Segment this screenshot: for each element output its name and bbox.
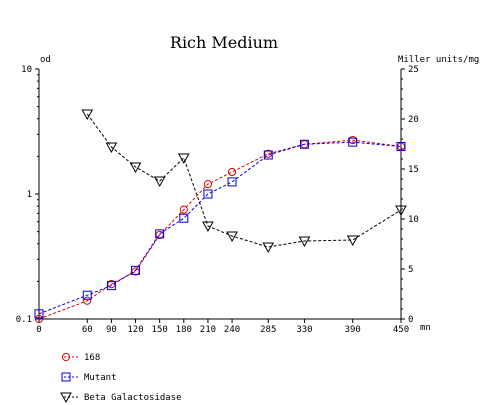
series-mutant: [34, 137, 406, 319]
legend-label: 168: [84, 353, 100, 363]
x-tick-label: 180: [176, 325, 192, 335]
series-line: [38, 141, 402, 315]
series-beta-galactosidase: [81, 109, 407, 254]
x-tick-label: 240: [224, 325, 240, 335]
data-point: [203, 180, 213, 189]
data-point: [131, 265, 141, 275]
data-point: [60, 392, 72, 404]
data-point: [82, 290, 92, 300]
data-point: [153, 176, 166, 188]
data-point: [227, 167, 237, 177]
data-point: [299, 139, 309, 149]
data-point: [34, 309, 44, 319]
data-point: [346, 235, 359, 247]
left-axis-label: od: [40, 55, 51, 65]
x-tick-label: 90: [106, 325, 117, 335]
data-point: [179, 213, 189, 223]
x-tick-label: 450: [393, 325, 409, 335]
right-tick-label: 15: [408, 165, 419, 175]
data-point: [348, 137, 358, 147]
data-point: [203, 189, 213, 199]
legend: 168 Mutant Beta Galactosidase: [60, 352, 182, 404]
right-tick-label: 25: [408, 65, 419, 75]
x-tick-label: 150: [152, 325, 168, 335]
x-tick-label: 120: [127, 325, 143, 335]
left-tick-label: 0.1: [16, 315, 32, 325]
legend-label: Beta Galactosidase: [84, 393, 182, 403]
x-tick-label: 285: [260, 325, 276, 335]
data-point: [155, 229, 165, 239]
legend-label: Mutant: [84, 373, 117, 383]
data-point: [106, 281, 116, 291]
series-line: [86, 113, 402, 248]
data-point: [61, 352, 71, 362]
data-point: [177, 153, 190, 165]
right-tick-label: 5: [408, 265, 413, 275]
data-point: [61, 372, 71, 382]
data-point: [83, 296, 92, 305]
left-tick-label: 10: [21, 65, 32, 75]
x-tick-label: 60: [82, 325, 93, 335]
x-tick-label: 390: [345, 325, 361, 335]
data-point: [179, 205, 188, 214]
data-point: [263, 150, 273, 160]
x-axis-unit: mn: [420, 323, 431, 333]
data-point: [262, 242, 275, 254]
right-tick-label: 0: [408, 315, 413, 325]
data-point: [81, 109, 94, 121]
x-tick-label: 0: [36, 325, 41, 335]
right-tick-label: 20: [408, 115, 419, 125]
data-point: [227, 177, 237, 187]
x-tick-label: 210: [200, 325, 216, 335]
right-axis-label: Miller units/mg: [398, 55, 479, 65]
right-tick-label: 10: [408, 215, 419, 225]
data-point: [396, 141, 406, 151]
chart-title: Rich Medium: [170, 33, 278, 52]
x-tick-label: 330: [296, 325, 312, 335]
data-point: [395, 205, 407, 217]
data-point: [226, 231, 238, 243]
data-point: [129, 162, 142, 174]
data-point: [34, 314, 44, 324]
data-point: [202, 221, 214, 233]
left-tick-label: 1: [27, 190, 32, 200]
series-line: [38, 139, 402, 320]
data-point: [298, 236, 311, 248]
data-point: [105, 142, 118, 154]
